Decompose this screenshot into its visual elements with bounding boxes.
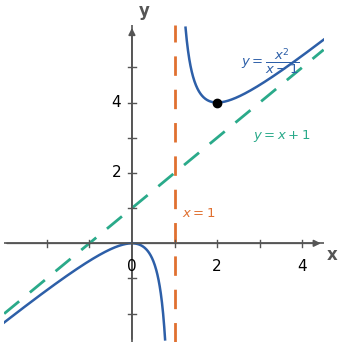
Text: 4: 4 bbox=[112, 95, 121, 110]
Text: $x = 1$: $x = 1$ bbox=[182, 207, 216, 220]
Text: $\mathbf{y}$: $\mathbf{y}$ bbox=[138, 3, 151, 21]
Text: 0: 0 bbox=[127, 259, 137, 274]
Text: $y = x + 1$: $y = x + 1$ bbox=[253, 128, 311, 144]
Text: 2: 2 bbox=[112, 165, 121, 180]
Text: $y = \dfrac{x^2}{x-1}$: $y = \dfrac{x^2}{x-1}$ bbox=[240, 46, 300, 76]
Text: $\mathbf{x}$: $\mathbf{x}$ bbox=[326, 246, 338, 264]
Text: 4: 4 bbox=[298, 259, 307, 274]
Text: 2: 2 bbox=[212, 259, 222, 274]
